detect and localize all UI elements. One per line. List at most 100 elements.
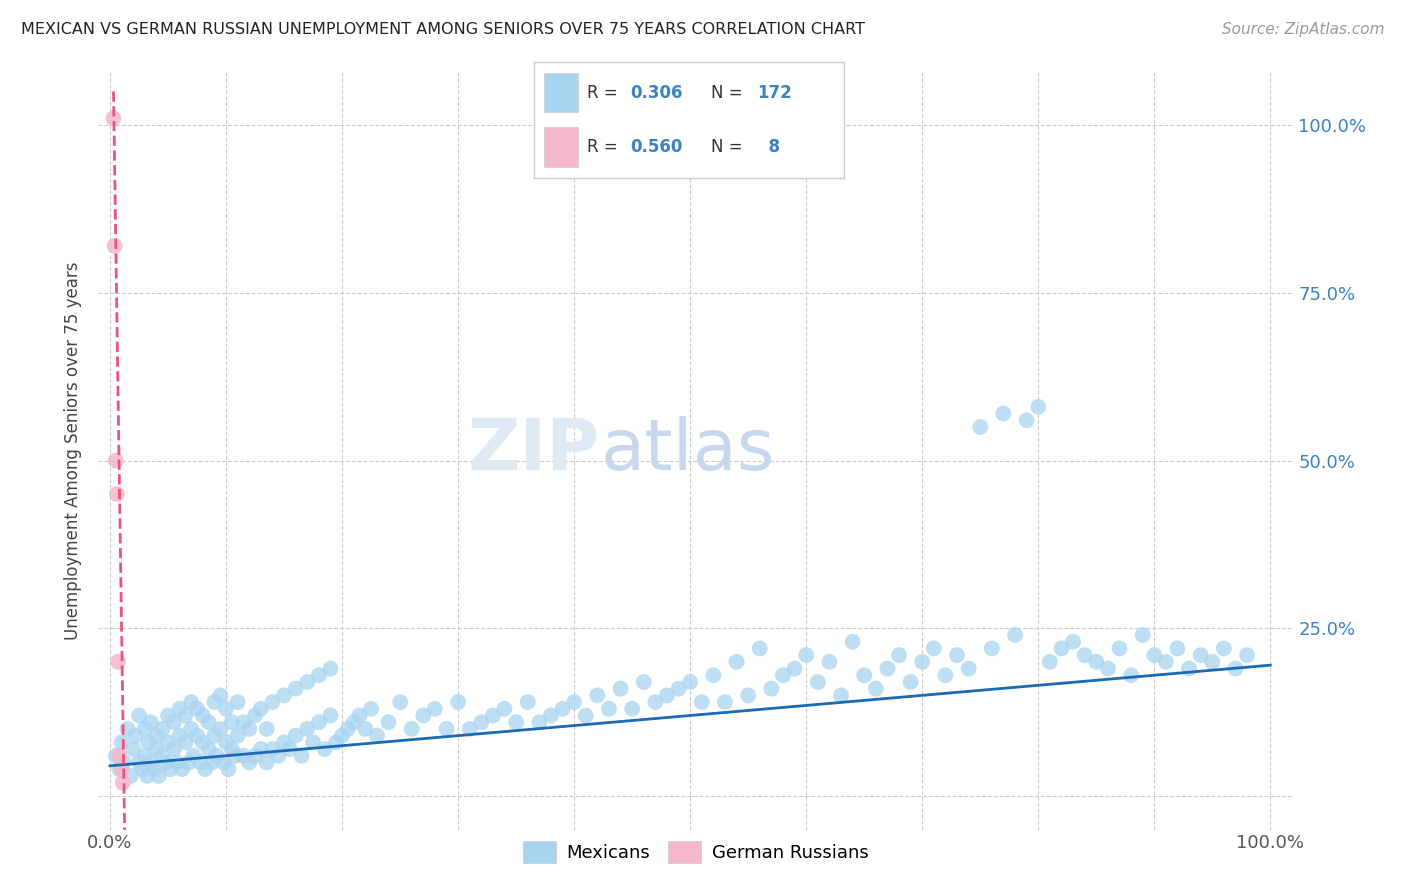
Point [319, 661, 342, 675]
Point [108, 762, 131, 776]
Point [470, 715, 492, 730]
Point [278, 742, 301, 756]
Point [1178, 661, 1201, 675]
Point [205, 748, 228, 763]
Point [714, 695, 737, 709]
Point [644, 695, 666, 709]
Point [209, 689, 232, 703]
Point [1085, 655, 1108, 669]
Point [830, 689, 852, 703]
Point [737, 689, 759, 703]
Point [783, 661, 806, 675]
Point [349, 708, 371, 723]
Point [598, 702, 620, 716]
Point [887, 648, 910, 662]
Point [226, 729, 249, 743]
Point [217, 762, 239, 776]
Point [174, 708, 197, 723]
Point [302, 735, 325, 749]
Text: R =: R = [586, 84, 623, 102]
Point [111, 762, 134, 776]
Point [366, 729, 388, 743]
Point [1189, 648, 1212, 662]
FancyBboxPatch shape [544, 128, 578, 167]
Point [250, 702, 273, 716]
Point [325, 735, 347, 749]
Point [853, 668, 876, 682]
Point [122, 742, 145, 756]
Point [314, 742, 336, 756]
Point [354, 722, 377, 736]
Point [772, 668, 794, 682]
Point [183, 748, 205, 763]
Point [447, 695, 470, 709]
Point [201, 756, 224, 770]
Point [494, 702, 516, 716]
Point [177, 756, 200, 770]
Point [748, 641, 770, 656]
Point [330, 729, 353, 743]
Point [841, 634, 863, 648]
Point [238, 756, 260, 770]
Point [401, 722, 423, 736]
Point [226, 695, 249, 709]
Text: 8: 8 [756, 138, 780, 156]
Point [284, 681, 307, 696]
Point [308, 668, 330, 682]
Point [343, 715, 366, 730]
Point [170, 762, 193, 776]
Point [111, 775, 134, 789]
Point [128, 756, 150, 770]
Point [273, 735, 295, 749]
Point [197, 715, 219, 730]
Point [221, 742, 243, 756]
Point [1154, 655, 1177, 669]
Point [104, 748, 127, 763]
Point [900, 675, 922, 690]
Point [389, 695, 412, 709]
Text: N =: N = [710, 84, 748, 102]
Point [134, 722, 156, 736]
Point [148, 769, 170, 783]
Point [139, 715, 162, 730]
Point [166, 756, 188, 770]
Point [191, 708, 214, 723]
Point [190, 756, 212, 770]
Point [136, 769, 159, 783]
Point [1015, 413, 1038, 427]
Point [262, 742, 284, 756]
Text: atlas: atlas [600, 416, 775, 485]
Point [134, 748, 156, 763]
Point [104, 239, 127, 253]
Point [174, 735, 197, 749]
Point [957, 661, 980, 675]
Point [256, 756, 278, 770]
Point [256, 722, 278, 736]
Point [725, 655, 748, 669]
Point [267, 748, 290, 763]
Point [107, 655, 129, 669]
Legend: Mexicans, German Russians: Mexicans, German Russians [516, 833, 876, 870]
Point [1143, 648, 1166, 662]
Point [180, 695, 202, 709]
Point [516, 695, 538, 709]
Point [865, 681, 887, 696]
Point [980, 641, 1002, 656]
Point [204, 729, 226, 743]
Point [143, 762, 166, 776]
Point [1026, 400, 1049, 414]
Text: 0.560: 0.560 [630, 138, 682, 156]
Point [1062, 634, 1084, 648]
Point [204, 695, 226, 709]
Point [290, 748, 312, 763]
Point [128, 708, 150, 723]
Point [482, 708, 505, 723]
Point [505, 715, 527, 730]
Point [633, 675, 655, 690]
Text: 172: 172 [756, 84, 792, 102]
Point [163, 742, 186, 756]
Y-axis label: Unemployment Among Seniors over 75 years: Unemployment Among Seniors over 75 years [65, 261, 83, 640]
Text: Source: ZipAtlas.com: Source: ZipAtlas.com [1222, 22, 1385, 37]
Point [108, 748, 131, 763]
Point [124, 729, 146, 743]
